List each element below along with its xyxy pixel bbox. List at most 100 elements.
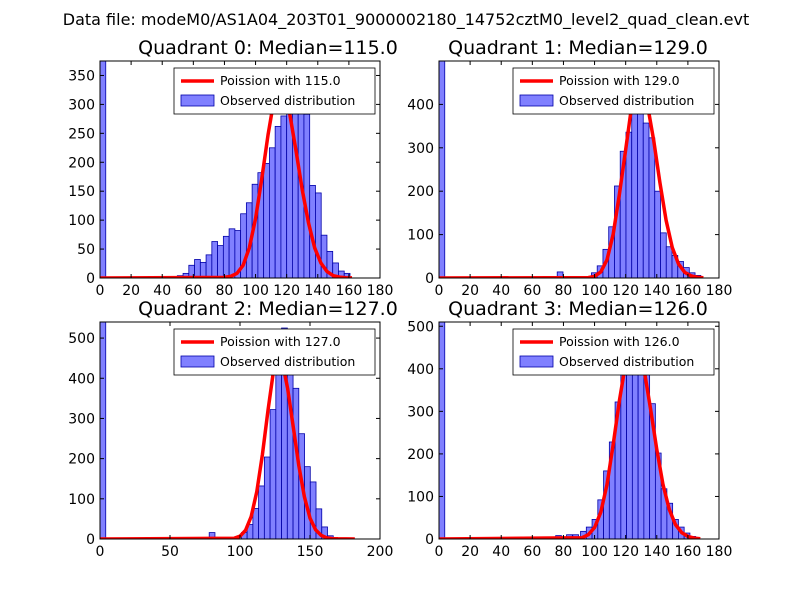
legend-bar-swatch — [519, 94, 554, 107]
x-tick-label: 20 — [461, 283, 479, 299]
panel-title: Quadrant 2: Median=127.0 — [138, 298, 398, 320]
legend-label-fit: Poission with 115.0 — [220, 73, 341, 88]
x-tick-label: 160 — [336, 283, 363, 299]
x-tick-label: 0 — [96, 283, 105, 299]
y-tick-label: 200 — [407, 447, 434, 463]
histogram-bar — [631, 97, 638, 278]
legend-box — [512, 328, 715, 376]
x-tick-label: 180 — [706, 283, 733, 299]
legend-label-fit: Poission with 127.0 — [220, 334, 341, 349]
histogram-bar — [263, 456, 271, 539]
y-tick-label: 200 — [68, 155, 95, 171]
y-tick-label: 0 — [425, 532, 434, 548]
histogram-bar — [268, 147, 276, 278]
histogram-bar — [642, 122, 650, 278]
histogram-bar — [292, 87, 299, 278]
histogram-bar — [343, 272, 351, 278]
histogram-bar — [280, 115, 288, 278]
x-tick-label: 100 — [581, 544, 608, 560]
legend: Poission with 115.0 Observed distribution — [173, 67, 376, 115]
histogram-bar — [315, 192, 322, 278]
x-tick-label: 20 — [461, 544, 479, 560]
histogram-bar — [660, 232, 667, 278]
x-tick-label: 0 — [435, 544, 444, 560]
panel-title: Quadrant 0: Median=115.0 — [138, 37, 398, 59]
histogram-bar — [315, 508, 323, 539]
x-tick-label: 180 — [367, 283, 394, 299]
y-tick-label: 100 — [407, 228, 434, 244]
legend: Poission with 126.0 Observed distribution — [512, 328, 715, 376]
y-tick-label: 350 — [68, 68, 95, 84]
y-tick-label: 400 — [407, 97, 434, 113]
legend-bar-swatch — [519, 355, 554, 368]
x-tick-label: 0 — [96, 544, 105, 560]
x-tick-label: 80 — [555, 544, 573, 560]
histogram-bar — [228, 228, 236, 278]
x-tick-label: 60 — [184, 283, 202, 299]
histogram-bar — [100, 322, 107, 539]
histogram-bar — [222, 235, 230, 278]
panel-title: Quadrant 3: Median=126.0 — [448, 298, 708, 320]
x-tick-label: 150 — [297, 544, 324, 560]
histogram-bar — [439, 61, 446, 278]
histogram-bar — [631, 352, 639, 539]
histogram-bar — [274, 125, 282, 278]
histogram-bar — [194, 259, 201, 278]
x-tick-label: 140 — [643, 544, 670, 560]
x-tick-label: 120 — [612, 544, 639, 560]
histogram-bar — [648, 137, 656, 278]
x-tick-label: 20 — [122, 283, 140, 299]
x-tick-label: 80 — [216, 283, 234, 299]
y-tick-label: 100 — [68, 213, 95, 229]
y-tick-label: 400 — [68, 371, 95, 387]
histogram-bar — [205, 254, 213, 278]
x-tick-label: 100 — [242, 283, 269, 299]
y-tick-label: 300 — [68, 97, 95, 113]
y-tick-label: 50 — [77, 242, 95, 258]
histogram-bar — [269, 409, 277, 539]
x-tick-label: 50 — [161, 544, 179, 560]
histogram-bar — [258, 485, 265, 539]
axes-frame — [438, 321, 720, 540]
x-tick-label: 100 — [227, 544, 254, 560]
y-tick-label: 400 — [407, 362, 434, 378]
x-tick-label: 40 — [492, 544, 510, 560]
panel-quadrant-3: Quadrant 3: Median=126.0 0 20 40 60 80 100 120… — [407, 298, 732, 560]
y-tick-label: 300 — [68, 411, 95, 427]
x-tick-label: 160 — [675, 544, 702, 560]
histogram-bar — [321, 526, 328, 539]
y-tick-label: 100 — [407, 489, 434, 505]
x-tick-label: 60 — [523, 544, 541, 560]
axes-frame — [99, 60, 381, 279]
legend-bar-swatch — [180, 94, 215, 107]
y-tick-label: 0 — [86, 271, 95, 287]
y-tick-label: 500 — [68, 331, 95, 347]
x-tick-label: 100 — [581, 283, 608, 299]
histogram-bar — [199, 261, 207, 278]
x-tick-label: 60 — [523, 283, 541, 299]
x-tick-label: 80 — [555, 283, 573, 299]
legend-label-fit: Poission with 129.0 — [559, 73, 680, 88]
legend: Poission with 129.0 Observed distribution — [512, 67, 715, 115]
histogram-bar — [217, 245, 224, 278]
legend-label-observed: Observed distribution — [559, 93, 694, 108]
legend-label-observed: Observed distribution — [220, 354, 355, 369]
x-tick-label: 160 — [675, 283, 702, 299]
y-tick-label: 0 — [425, 271, 434, 287]
x-tick-label: 120 — [612, 283, 639, 299]
histogram-bar — [263, 163, 270, 278]
axes-frame — [438, 60, 720, 279]
histogram-bar — [625, 131, 633, 278]
histogram-bar — [211, 241, 219, 278]
y-tick-label: 500 — [407, 319, 434, 335]
legend-label-observed: Observed distribution — [559, 354, 694, 369]
x-tick-label: 40 — [492, 283, 510, 299]
legend-label-observed: Observed distribution — [220, 93, 355, 108]
y-tick-label: 250 — [68, 126, 95, 142]
y-tick-label: 300 — [407, 404, 434, 420]
histogram-bars — [100, 322, 334, 539]
x-tick-label: 200 — [367, 544, 394, 560]
histogram-bar — [439, 322, 446, 539]
x-tick-label: 40 — [153, 283, 171, 299]
